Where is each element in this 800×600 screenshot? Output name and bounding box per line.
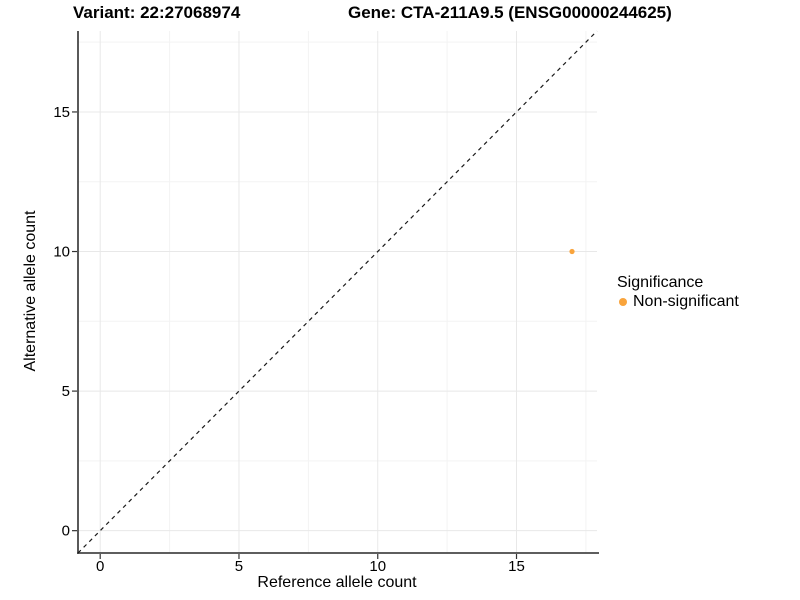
x-tick-label: 15: [508, 558, 525, 575]
legend-entry: Non-significant: [617, 293, 739, 311]
gene-title: Gene: CTA-211A9.5 (ENSG00000244625): [348, 3, 672, 22]
y-axis-title: Alternative allele count: [22, 210, 39, 372]
x-axis-title: Reference allele count: [257, 574, 417, 591]
x-tick-label: 10: [369, 558, 386, 575]
variant-title: Variant: 22:27068974: [73, 3, 241, 22]
legend-point-icon: [619, 298, 627, 306]
legend-title: Significance: [617, 274, 704, 291]
legend: Significance Non-significant: [617, 274, 739, 311]
y-tick-label: 0: [62, 523, 70, 540]
legend-entry-label: Non-significant: [633, 293, 739, 310]
y-tick-label: 10: [53, 244, 70, 261]
y-tick-label: 15: [53, 104, 70, 121]
data-point: [569, 248, 575, 255]
y-tick-label: 5: [62, 383, 70, 400]
x-tick-label: 0: [96, 558, 104, 575]
x-tick-label: 5: [235, 558, 243, 575]
identity-line: [77, 30, 598, 554]
